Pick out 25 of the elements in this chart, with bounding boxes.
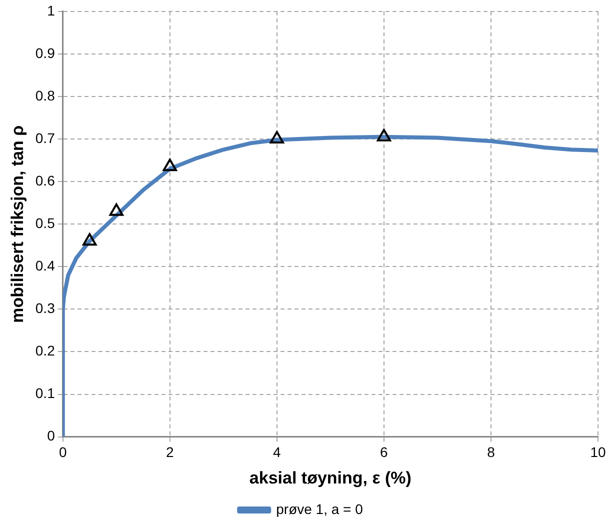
- y-tick-label: 0.9: [35, 44, 56, 61]
- x-tick-label: 4: [273, 444, 282, 460]
- y-tick-label: 0.8: [35, 87, 56, 104]
- x-tick-label: 6: [380, 444, 388, 460]
- point: [82, 233, 97, 246]
- point: [270, 131, 284, 144]
- y-tick-label: 1: [47, 2, 56, 18]
- y-tick-label: 0.5: [35, 214, 56, 231]
- legend-label: prøve 1, a = 0: [276, 500, 364, 517]
- y-tick-label: 0.4: [35, 258, 56, 274]
- x-tick-label: 0: [58, 444, 67, 460]
- x-tick-label: 10: [590, 444, 606, 460]
- x-axis-title: aksial tøyning, ε (%): [249, 468, 412, 488]
- y-tick-label: 0.6: [35, 172, 56, 188]
- y-tick-label: 0: [47, 428, 56, 444]
- y-tick-label: 0.1: [35, 385, 56, 402]
- y-tick-label: 0.2: [35, 342, 56, 359]
- point: [162, 158, 177, 172]
- y-axis-title: mobilisert friksjon, tan ρ: [8, 125, 27, 323]
- x-tick-label: 8: [487, 444, 496, 460]
- x-tick-label: 2: [166, 444, 174, 460]
- point: [109, 203, 124, 216]
- y-tick-label: 0.3: [35, 300, 56, 316]
- point: [376, 128, 392, 142]
- y-tick-label: 0.7: [35, 130, 56, 146]
